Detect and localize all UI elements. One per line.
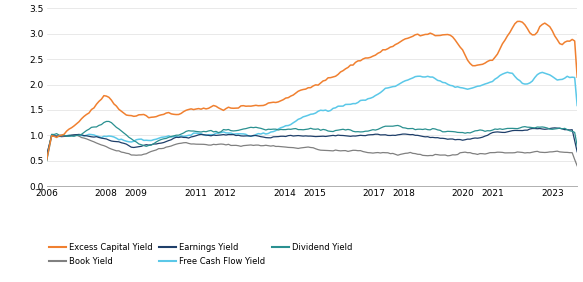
- Legend: Excess Capital Yield, Book Yield, Earnings Yield, Free Cash Flow Yield, Dividend: Excess Capital Yield, Book Yield, Earnin…: [45, 240, 356, 269]
